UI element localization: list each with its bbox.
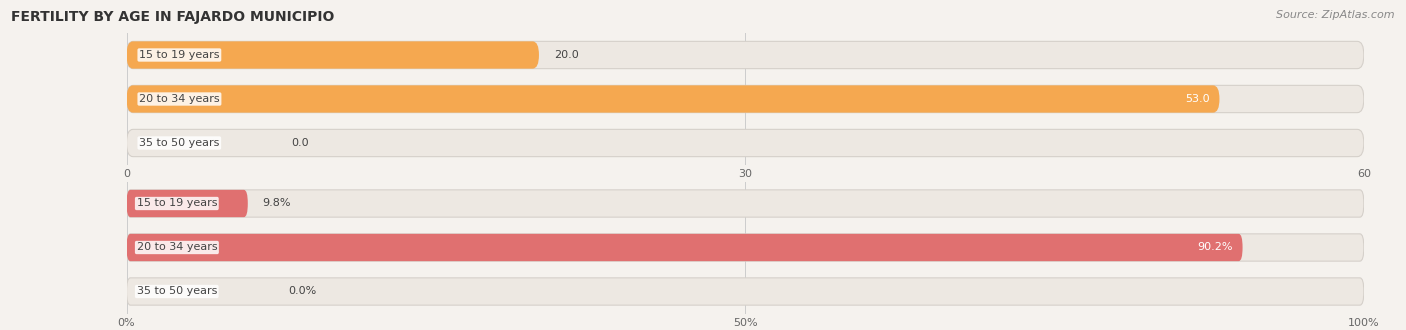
Text: 35 to 50 years: 35 to 50 years bbox=[136, 286, 217, 296]
Text: 0.0: 0.0 bbox=[291, 138, 309, 148]
FancyBboxPatch shape bbox=[127, 278, 1364, 305]
FancyBboxPatch shape bbox=[127, 234, 1364, 261]
FancyBboxPatch shape bbox=[127, 190, 1364, 217]
FancyBboxPatch shape bbox=[127, 129, 1364, 157]
Text: 15 to 19 years: 15 to 19 years bbox=[139, 50, 219, 60]
Text: 20.0: 20.0 bbox=[554, 50, 578, 60]
Text: 9.8%: 9.8% bbox=[263, 199, 291, 209]
Text: 15 to 19 years: 15 to 19 years bbox=[136, 199, 217, 209]
Text: 35 to 50 years: 35 to 50 years bbox=[139, 138, 219, 148]
FancyBboxPatch shape bbox=[127, 41, 1364, 69]
Text: 90.2%: 90.2% bbox=[1197, 243, 1233, 252]
Text: FERTILITY BY AGE IN FAJARDO MUNICIPIO: FERTILITY BY AGE IN FAJARDO MUNICIPIO bbox=[11, 10, 335, 24]
FancyBboxPatch shape bbox=[127, 234, 1243, 261]
FancyBboxPatch shape bbox=[127, 85, 1364, 113]
Text: 0.0%: 0.0% bbox=[288, 286, 316, 296]
Text: 20 to 34 years: 20 to 34 years bbox=[139, 94, 219, 104]
Text: 53.0: 53.0 bbox=[1185, 94, 1209, 104]
FancyBboxPatch shape bbox=[127, 41, 538, 69]
Text: Source: ZipAtlas.com: Source: ZipAtlas.com bbox=[1277, 10, 1395, 20]
FancyBboxPatch shape bbox=[127, 85, 1219, 113]
FancyBboxPatch shape bbox=[127, 190, 247, 217]
Text: 20 to 34 years: 20 to 34 years bbox=[136, 243, 217, 252]
